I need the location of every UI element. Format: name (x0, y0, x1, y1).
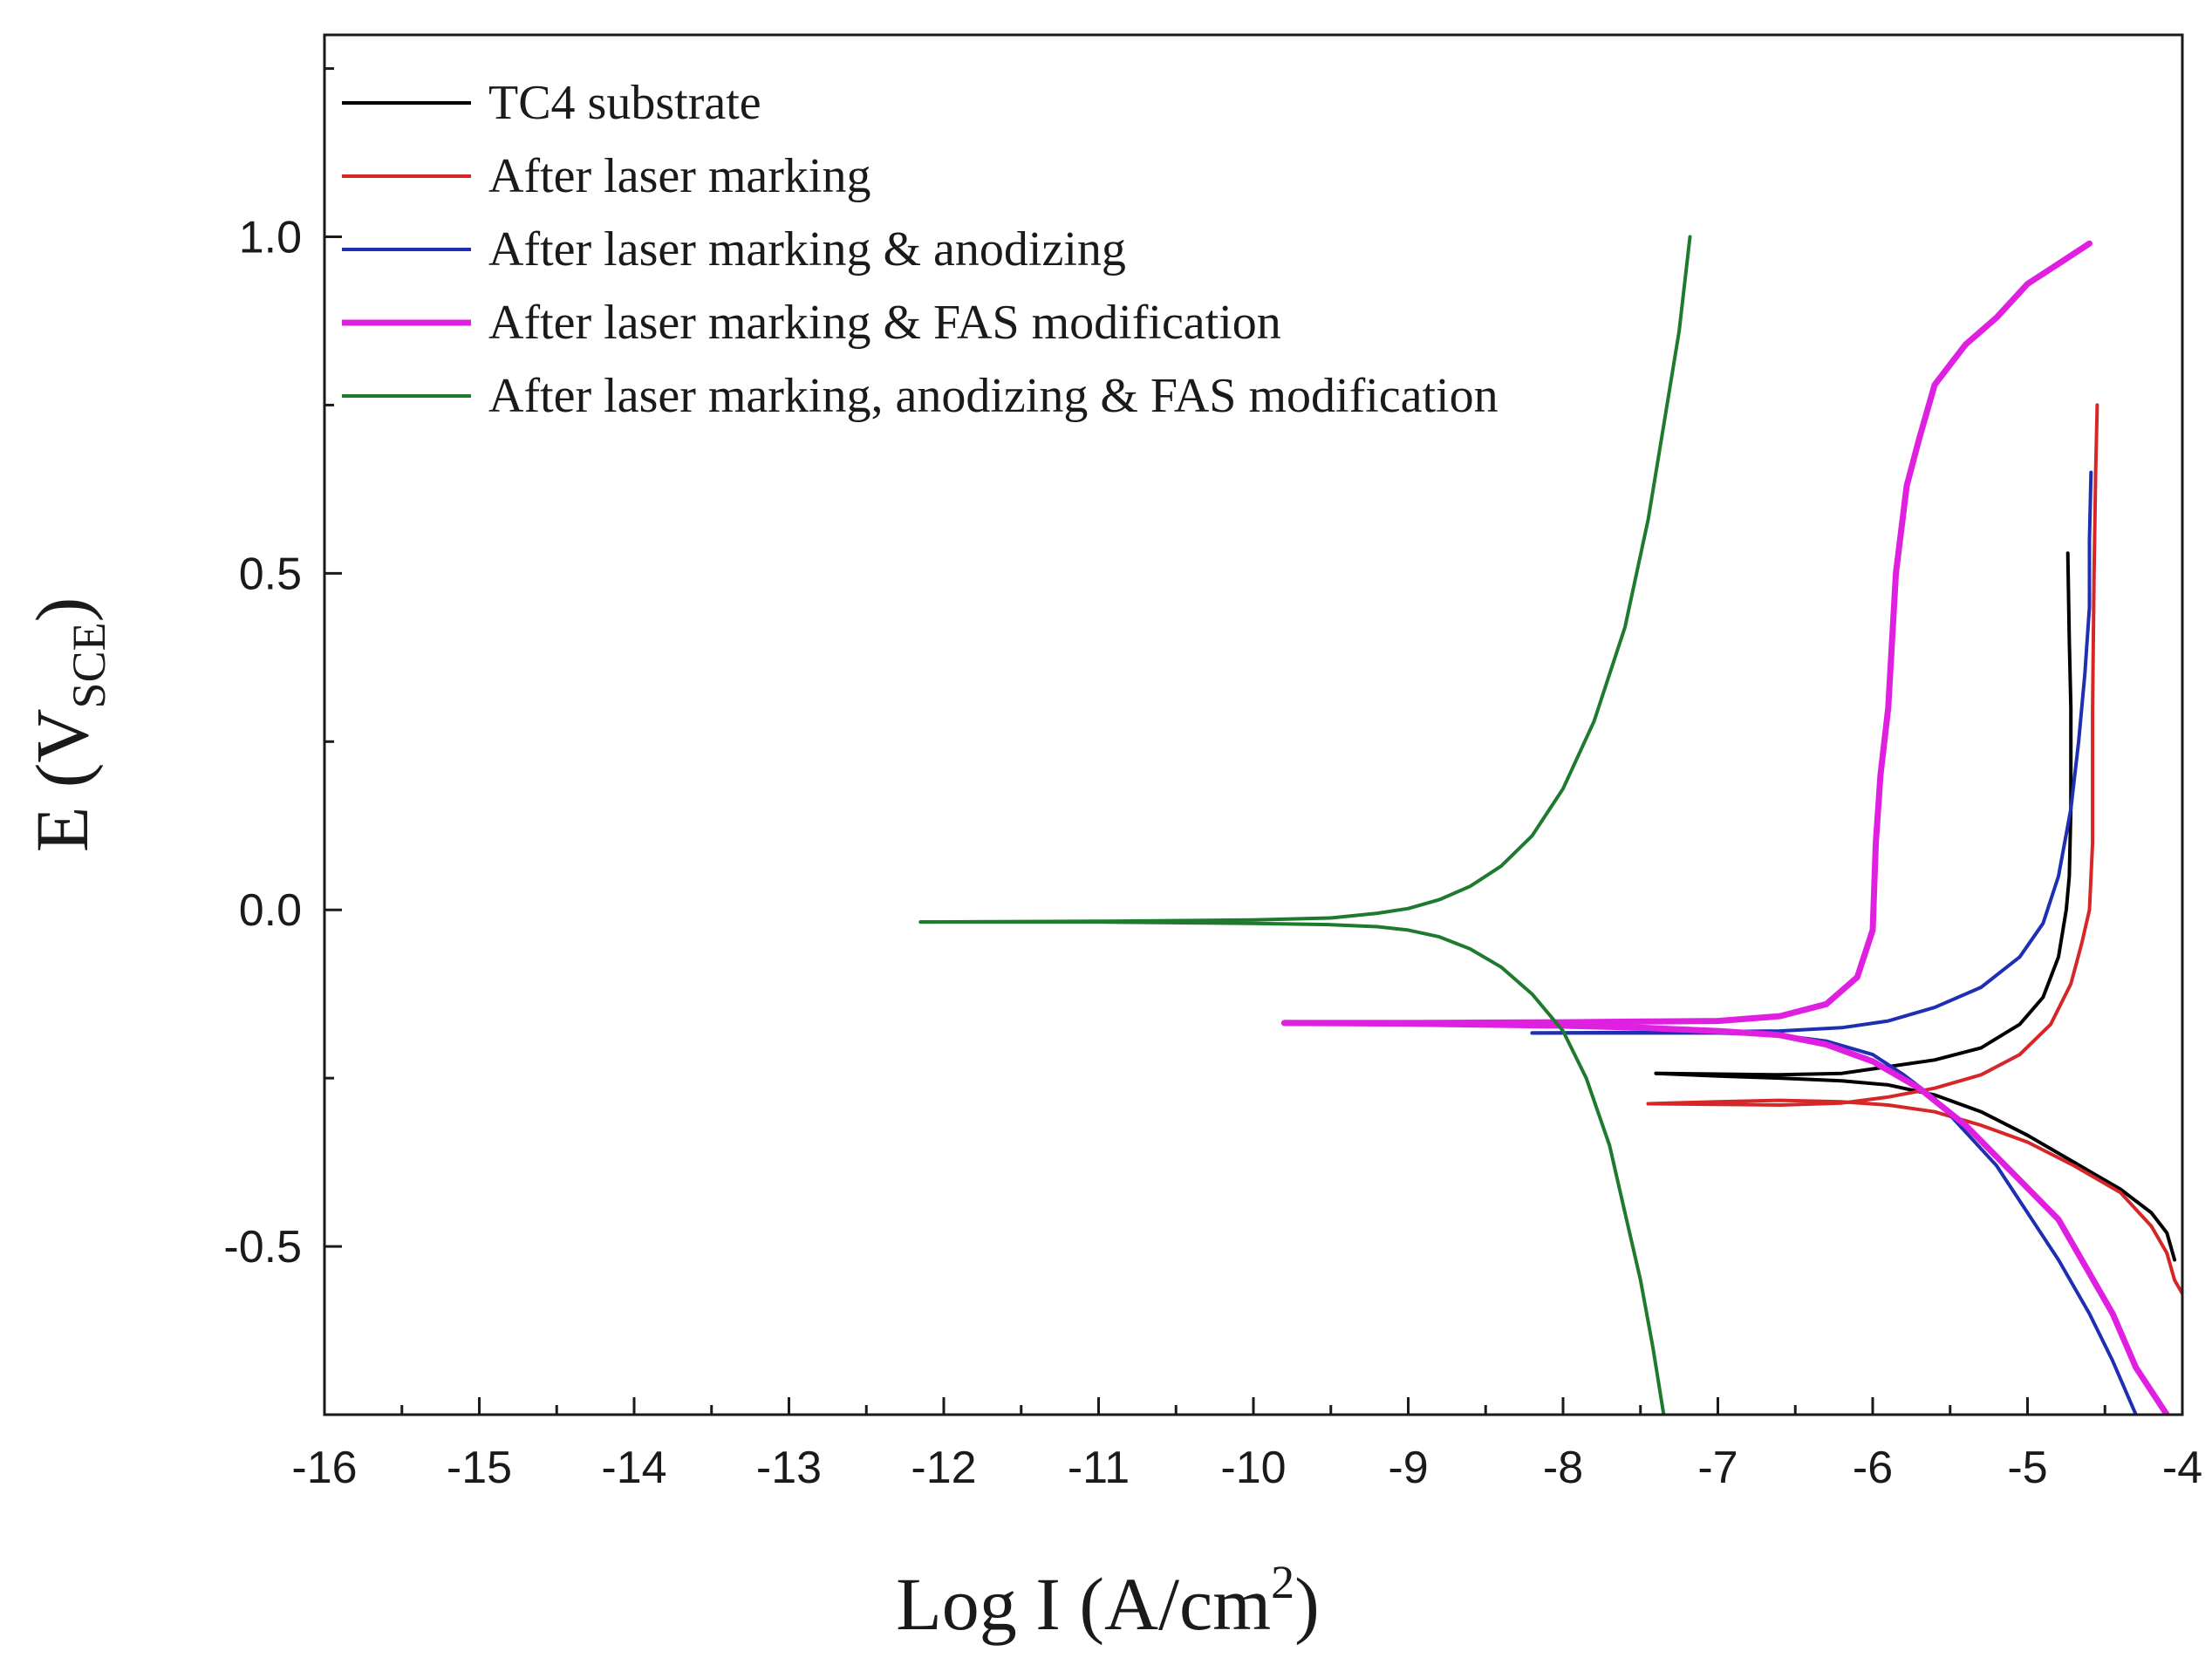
series-layer (918, 235, 2182, 1415)
y-tick-label: 0.5 (239, 549, 302, 599)
series-1-cathodic-branch (1654, 1071, 2177, 1262)
x-axis-title-superscript: 2 (1271, 1556, 1294, 1608)
x-tick-label: -7 (1697, 1443, 1738, 1493)
legend-label: After laser marking & FAS modification (488, 296, 1281, 350)
x-axis-title-main: Log I (A/cm (896, 1562, 1271, 1646)
y-tick-label: 0.0 (239, 885, 302, 936)
x-tick-label: -10 (1220, 1443, 1286, 1493)
y-tick-label: 1.0 (239, 213, 302, 263)
legend-label: After laser marking, anodizing & FAS mod… (488, 369, 1499, 423)
series-3-cathodic-branch (1530, 1031, 2138, 1415)
x-axis-title: Log I (A/cm2) (896, 1556, 1320, 1646)
series-4-anodic-branch (1281, 240, 2093, 1027)
x-tick-label: -8 (1543, 1443, 1583, 1493)
x-tick-label: -6 (1853, 1443, 1893, 1493)
y-axis-title-main: E (V (20, 708, 104, 852)
series-2-anodic-branch (1646, 403, 2099, 1107)
x-tick-label: -11 (1068, 1443, 1130, 1493)
x-axis-title-close: ) (1294, 1562, 1320, 1646)
x-tick-label: -13 (756, 1443, 822, 1493)
tick-layer: -16 -15 -14 -13 -12 -11 -10 -9 -8 -7 -6 -5 -4 -0.5 0.0… (223, 67, 2202, 1493)
legend-label: TC4 substrate (488, 76, 761, 130)
x-tick-label: -15 (447, 1443, 512, 1493)
series-2-cathodic-branch (1646, 1098, 2182, 1296)
x-tick-label: -5 (2007, 1443, 2047, 1493)
x-tick-label: -4 (2162, 1443, 2202, 1493)
legend-label: After laser marking & anodizing (488, 222, 1126, 276)
x-tick-label: -14 (601, 1443, 666, 1493)
series-5-cathodic-branch (918, 920, 1666, 1415)
legend-label: After laser marking (488, 149, 870, 203)
series-3-anodic-branch (1530, 470, 2093, 1035)
plot-frame (323, 33, 2184, 1416)
y-axis-title: E (VSCE) (20, 597, 115, 852)
x-tick-label: -16 (291, 1443, 357, 1493)
series-1-anodic-branch (1654, 551, 2073, 1077)
legend: TC4 substrate After laser marking After la… (342, 76, 1499, 423)
series-5-anodic-branch (918, 235, 1692, 925)
y-axis-title-close: ) (20, 597, 104, 623)
y-tick-label: -0.5 (223, 1222, 302, 1272)
y-axis-title-subscript: SCE (63, 622, 115, 708)
series-4-cathodic-branch (1281, 1020, 2170, 1415)
x-tick-label: -9 (1388, 1443, 1428, 1493)
x-tick-label: -12 (911, 1443, 976, 1493)
